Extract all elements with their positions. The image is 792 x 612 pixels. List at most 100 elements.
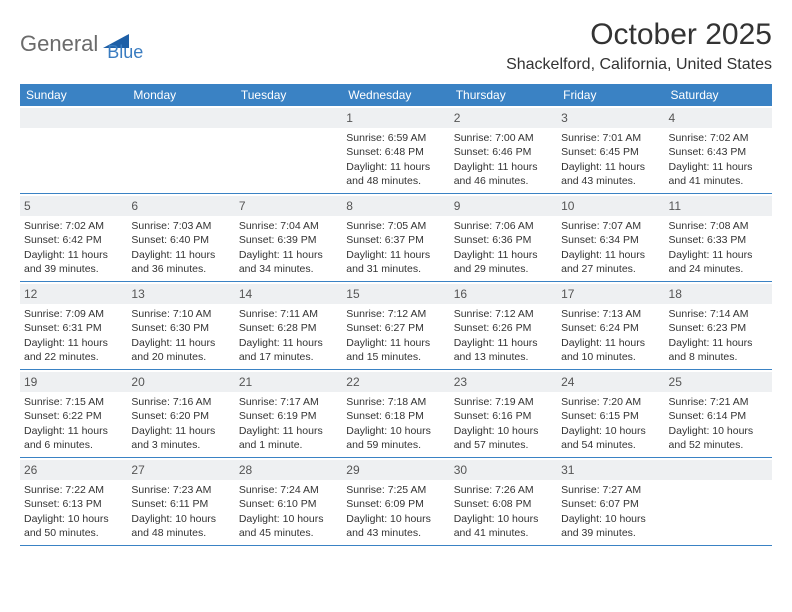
day-cell: 25Sunrise: 7:21 AMSunset: 6:14 PMDayligh…: [665, 370, 772, 457]
day-cell: 12Sunrise: 7:09 AMSunset: 6:31 PMDayligh…: [20, 282, 127, 369]
day-number: 3: [557, 108, 664, 128]
sunrise-line: Sunrise: 7:24 AM: [239, 483, 338, 497]
day-number: 5: [20, 196, 127, 216]
day-cell: [20, 106, 127, 193]
sunrise-line: Sunrise: 7:04 AM: [239, 219, 338, 233]
sunset-line: Sunset: 6:08 PM: [454, 497, 553, 511]
sunrise-line: Sunrise: 7:12 AM: [454, 307, 553, 321]
week-row: 1Sunrise: 6:59 AMSunset: 6:48 PMDaylight…: [20, 106, 772, 194]
sunset-line: Sunset: 6:28 PM: [239, 321, 338, 335]
day-number: 29: [342, 460, 449, 480]
sunrise-line: Sunrise: 7:15 AM: [24, 395, 123, 409]
daylight-line: Daylight: 11 hours and 43 minutes.: [561, 160, 660, 188]
day-cell: 1Sunrise: 6:59 AMSunset: 6:48 PMDaylight…: [342, 106, 449, 193]
sunset-line: Sunset: 6:46 PM: [454, 145, 553, 159]
day-cell: 9Sunrise: 7:06 AMSunset: 6:36 PMDaylight…: [450, 194, 557, 281]
sunset-line: Sunset: 6:22 PM: [24, 409, 123, 423]
daylight-line: Daylight: 11 hours and 34 minutes.: [239, 248, 338, 276]
daylight-line: Daylight: 10 hours and 45 minutes.: [239, 512, 338, 540]
day-cell: 15Sunrise: 7:12 AMSunset: 6:27 PMDayligh…: [342, 282, 449, 369]
daylight-line: Daylight: 11 hours and 8 minutes.: [669, 336, 768, 364]
day-number: 14: [235, 284, 342, 304]
sunrise-line: Sunrise: 7:27 AM: [561, 483, 660, 497]
day-number: 11: [665, 196, 772, 216]
calendar: SundayMondayTuesdayWednesdayThursdayFrid…: [20, 84, 772, 546]
dow-cell: Saturday: [665, 84, 772, 106]
day-number: 15: [342, 284, 449, 304]
sunset-line: Sunset: 6:37 PM: [346, 233, 445, 247]
day-number: 21: [235, 372, 342, 392]
day-cell: 17Sunrise: 7:13 AMSunset: 6:24 PMDayligh…: [557, 282, 664, 369]
daylight-line: Daylight: 11 hours and 39 minutes.: [24, 248, 123, 276]
day-cell: 23Sunrise: 7:19 AMSunset: 6:16 PMDayligh…: [450, 370, 557, 457]
sunrise-line: Sunrise: 7:26 AM: [454, 483, 553, 497]
day-number: 24: [557, 372, 664, 392]
sunset-line: Sunset: 6:20 PM: [131, 409, 230, 423]
sunrise-line: Sunrise: 7:11 AM: [239, 307, 338, 321]
sunset-line: Sunset: 6:24 PM: [561, 321, 660, 335]
logo-text-blue: Blue: [107, 42, 143, 63]
sunset-line: Sunset: 6:23 PM: [669, 321, 768, 335]
week-row: 12Sunrise: 7:09 AMSunset: 6:31 PMDayligh…: [20, 282, 772, 370]
sunrise-line: Sunrise: 7:01 AM: [561, 131, 660, 145]
day-cell: 31Sunrise: 7:27 AMSunset: 6:07 PMDayligh…: [557, 458, 664, 545]
sunrise-line: Sunrise: 7:08 AM: [669, 219, 768, 233]
sunrise-line: Sunrise: 7:02 AM: [24, 219, 123, 233]
dow-cell: Sunday: [20, 84, 127, 106]
sunrise-line: Sunrise: 7:19 AM: [454, 395, 553, 409]
daylight-line: Daylight: 11 hours and 13 minutes.: [454, 336, 553, 364]
daylight-line: Daylight: 10 hours and 48 minutes.: [131, 512, 230, 540]
day-number-empty: [127, 108, 234, 128]
sunset-line: Sunset: 6:34 PM: [561, 233, 660, 247]
day-number-empty: [20, 108, 127, 128]
weeks-container: 1Sunrise: 6:59 AMSunset: 6:48 PMDaylight…: [20, 106, 772, 546]
day-cell: [665, 458, 772, 545]
sunrise-line: Sunrise: 7:06 AM: [454, 219, 553, 233]
daylight-line: Daylight: 11 hours and 17 minutes.: [239, 336, 338, 364]
daylight-line: Daylight: 11 hours and 46 minutes.: [454, 160, 553, 188]
sunrise-line: Sunrise: 7:10 AM: [131, 307, 230, 321]
daylight-line: Daylight: 10 hours and 39 minutes.: [561, 512, 660, 540]
location: Shackelford, California, United States: [506, 56, 772, 74]
sunrise-line: Sunrise: 7:09 AM: [24, 307, 123, 321]
daylight-line: Daylight: 11 hours and 10 minutes.: [561, 336, 660, 364]
day-cell: 6Sunrise: 7:03 AMSunset: 6:40 PMDaylight…: [127, 194, 234, 281]
day-number: 9: [450, 196, 557, 216]
daylight-line: Daylight: 11 hours and 6 minutes.: [24, 424, 123, 452]
day-cell: 30Sunrise: 7:26 AMSunset: 6:08 PMDayligh…: [450, 458, 557, 545]
sunrise-line: Sunrise: 7:14 AM: [669, 307, 768, 321]
sunset-line: Sunset: 6:07 PM: [561, 497, 660, 511]
week-row: 26Sunrise: 7:22 AMSunset: 6:13 PMDayligh…: [20, 458, 772, 546]
daylight-line: Daylight: 11 hours and 3 minutes.: [131, 424, 230, 452]
sunset-line: Sunset: 6:40 PM: [131, 233, 230, 247]
day-number: 4: [665, 108, 772, 128]
day-cell: 27Sunrise: 7:23 AMSunset: 6:11 PMDayligh…: [127, 458, 234, 545]
daylight-line: Daylight: 10 hours and 41 minutes.: [454, 512, 553, 540]
day-cell: 11 Sunrise: 7:08 AMSunset: 6:33 PMDayligh…: [665, 194, 772, 281]
sunrise-line: Sunrise: 7:21 AM: [669, 395, 768, 409]
sunset-line: Sunset: 6:45 PM: [561, 145, 660, 159]
sunrise-line: Sunrise: 7:00 AM: [454, 131, 553, 145]
day-number: 6: [127, 196, 234, 216]
week-row: 19Sunrise: 7:15 AMSunset: 6:22 PMDayligh…: [20, 370, 772, 458]
sunrise-line: Sunrise: 7:25 AM: [346, 483, 445, 497]
sunset-line: Sunset: 6:33 PM: [669, 233, 768, 247]
sunrise-line: Sunrise: 7:18 AM: [346, 395, 445, 409]
logo-text-general: General: [20, 31, 98, 57]
sunset-line: Sunset: 6:11 PM: [131, 497, 230, 511]
daylight-line: Daylight: 10 hours and 59 minutes.: [346, 424, 445, 452]
sunset-line: Sunset: 6:09 PM: [346, 497, 445, 511]
sunset-line: Sunset: 6:18 PM: [346, 409, 445, 423]
daylight-line: Daylight: 11 hours and 27 minutes.: [561, 248, 660, 276]
day-number: 20: [127, 372, 234, 392]
daylight-line: Daylight: 11 hours and 24 minutes.: [669, 248, 768, 276]
day-cell: 26Sunrise: 7:22 AMSunset: 6:13 PMDayligh…: [20, 458, 127, 545]
day-cell: 7Sunrise: 7:04 AMSunset: 6:39 PMDaylight…: [235, 194, 342, 281]
day-cell: 10Sunrise: 7:07 AMSunset: 6:34 PMDayligh…: [557, 194, 664, 281]
daylight-line: Daylight: 10 hours and 43 minutes.: [346, 512, 445, 540]
day-cell: 28Sunrise: 7:24 AMSunset: 6:10 PMDayligh…: [235, 458, 342, 545]
day-number: 23: [450, 372, 557, 392]
daylight-line: Daylight: 11 hours and 41 minutes.: [669, 160, 768, 188]
day-cell: [235, 106, 342, 193]
daylight-line: Daylight: 11 hours and 31 minutes.: [346, 248, 445, 276]
